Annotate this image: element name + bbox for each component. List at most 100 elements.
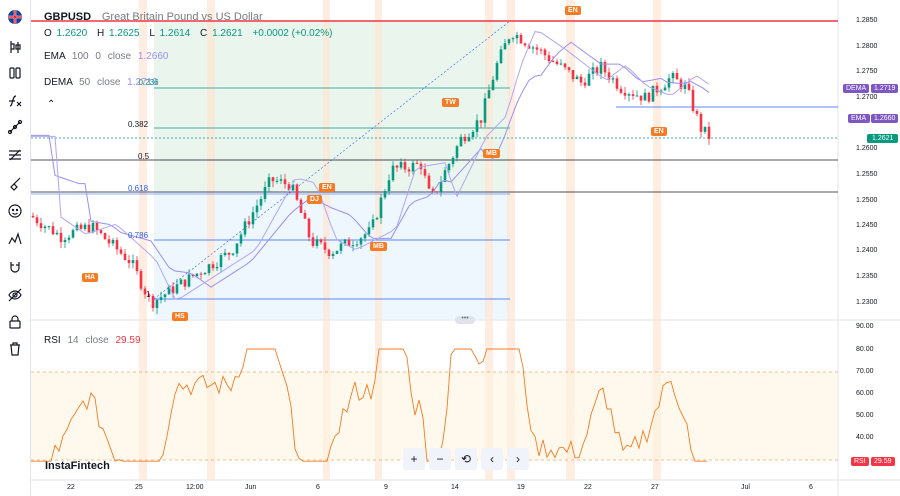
candle-body [359, 238, 363, 245]
reset-view-button[interactable]: ⟲ [455, 448, 477, 470]
dema-source: close [97, 77, 121, 88]
pattern-marker[interactable]: MB [370, 242, 387, 251]
pattern-marker[interactable]: EN [319, 183, 335, 192]
collapse-legend-icon[interactable]: ⌃ [47, 99, 56, 110]
trendline-icon[interactable] [4, 116, 26, 138]
ohlc-close-value: 1.2621 [212, 28, 243, 39]
fib-0236-label: 0.236 [138, 78, 159, 87]
fib-tool-icon[interactable] [4, 144, 26, 166]
candle-body [275, 180, 279, 182]
scroll-left-button[interactable]: ‹ [481, 448, 503, 470]
candle-body [63, 239, 67, 243]
measure-icon[interactable] [4, 228, 26, 250]
bars-icon[interactable] [4, 62, 26, 84]
candle-body [611, 78, 615, 80]
time-tick: Jun [245, 484, 257, 491]
candle-body [535, 47, 539, 50]
candle-body [303, 212, 307, 219]
ema-legend[interactable]: EMA 100 0 close 1.2660 [44, 51, 168, 62]
candle-body [403, 162, 407, 170]
candle-body [675, 73, 679, 80]
candle-body [475, 120, 479, 132]
rsi-legend[interactable]: RSI 14 close 29.59 [44, 335, 141, 346]
candle-body [547, 55, 551, 62]
candle-body [455, 146, 459, 158]
time-tick: 19 [517, 484, 525, 491]
ema-name: EMA [44, 51, 66, 62]
candle-type-icon[interactable] [4, 36, 26, 58]
time-tick: 22 [584, 484, 592, 491]
fib-trend-line [153, 20, 511, 300]
scroll-right-button[interactable]: › [507, 448, 529, 470]
candle-body [279, 179, 283, 181]
candle-body [39, 223, 43, 229]
pattern-marker[interactable]: TW [442, 98, 459, 107]
candle-body [75, 224, 79, 231]
rsi-line [31, 348, 707, 462]
candle-body [647, 92, 651, 102]
candle-body [511, 38, 515, 40]
candle-body [667, 78, 671, 88]
symbol-legend: GBPUSD Great Britain Pound vs US Dollar [44, 11, 263, 23]
candle-body [347, 239, 351, 247]
candle-body [43, 226, 47, 229]
candle-body [79, 224, 83, 229]
rsi-band [31, 372, 838, 460]
pattern-marker[interactable]: HS [172, 312, 188, 321]
candle-body [439, 181, 443, 192]
time-tick: 27 [651, 484, 659, 491]
dema-legend[interactable]: DEMA 50 close 1.2719 0.236 [44, 77, 159, 88]
pattern-marker[interactable]: HA [82, 273, 99, 282]
candle-body [467, 137, 471, 142]
candle-body [239, 234, 243, 244]
hide-drawings-icon[interactable] [4, 284, 26, 306]
candle-body [515, 34, 519, 39]
ema-offset: 0 [95, 51, 101, 62]
price-tick: 1.2700 [856, 94, 878, 101]
ohlc-low-value: 1.2614 [159, 28, 191, 39]
candle-body [391, 165, 395, 181]
signal-band [507, 0, 515, 480]
candle-body [255, 205, 259, 213]
chart-canvas[interactable] [31, 0, 900, 496]
fib-level-label: 0.618 [128, 184, 149, 193]
candle-body [483, 98, 487, 123]
candle-body [243, 221, 247, 235]
candle-body [415, 162, 419, 164]
candle-body [35, 217, 39, 224]
pane-resize-handle[interactable]: ••• [455, 315, 475, 324]
price-tick: 1.2600 [856, 145, 878, 152]
emoji-icon[interactable] [4, 200, 26, 222]
dema-period: 50 [79, 77, 91, 88]
candle-body [311, 237, 315, 246]
time-tick: 6 [809, 484, 813, 491]
brush-icon[interactable] [4, 172, 26, 194]
candle-body [523, 43, 527, 46]
indicators-icon[interactable] [4, 90, 26, 112]
pattern-marker[interactable]: EN [565, 6, 581, 15]
dema-value: 1.2719 [127, 77, 158, 88]
magnet-icon[interactable] [4, 256, 26, 278]
zoom-in-button[interactable]: + [403, 448, 425, 470]
pattern-marker[interactable]: DJ [307, 195, 322, 204]
pattern-marker[interactable]: EN [651, 127, 667, 136]
candle-body [183, 279, 187, 287]
rsi-period: 14 [67, 335, 79, 346]
candle-body [607, 72, 611, 80]
candle-body [471, 131, 475, 138]
candle-body [219, 255, 223, 268]
trash-icon[interactable] [4, 338, 26, 360]
chart-area[interactable]: GBPUSD Great Britain Pound vs US Dollar … [31, 0, 900, 496]
candle-body [627, 94, 631, 96]
zoom-out-button[interactable]: − [429, 448, 451, 470]
ohlc-high-label: H [96, 28, 105, 39]
time-tick: 14 [451, 484, 459, 491]
ema-source: close [107, 51, 132, 62]
candle-body [379, 197, 383, 219]
pattern-marker[interactable]: MB [483, 149, 500, 158]
candle-body [423, 169, 427, 176]
flag-icon[interactable] [4, 6, 26, 28]
watermark-logo: InstaFintech [45, 460, 110, 472]
lock-icon[interactable] [4, 311, 26, 333]
